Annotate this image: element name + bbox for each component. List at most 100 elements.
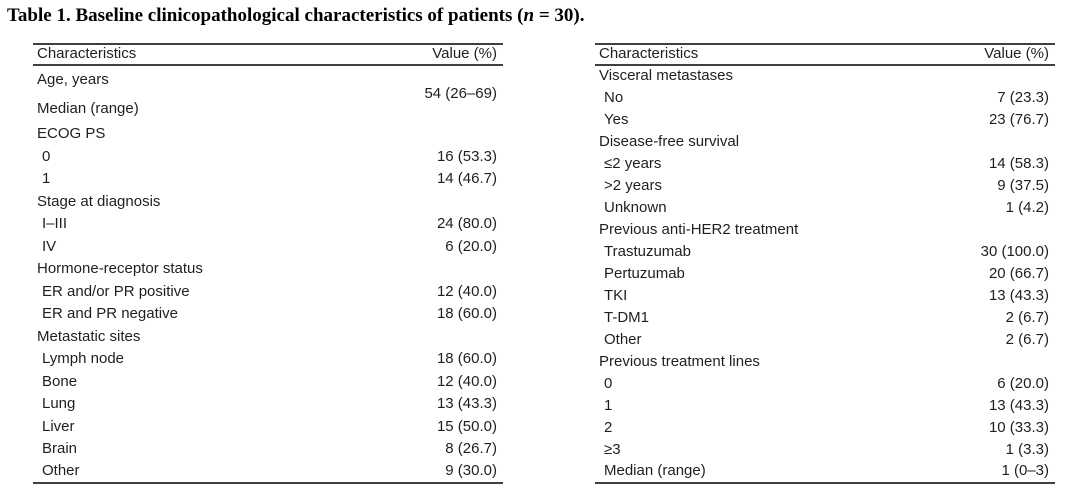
table-row: Median (range) <box>33 94 503 123</box>
row-label: Disease-free survival <box>599 132 740 150</box>
row-value: 1 (3.3) <box>1005 440 1049 458</box>
left-table-header: Characteristics Value (%) <box>33 44 503 66</box>
row-label: Stage at diagnosis <box>37 192 161 210</box>
row-label: Lymph node <box>42 350 125 368</box>
row-label: 0 <box>42 147 51 165</box>
table-row: 2 10 (33.3) <box>595 417 1055 439</box>
row-value: 18 (60.0) <box>436 305 497 323</box>
table-row: ER and/or PR positive 12 (40.0) <box>33 281 503 303</box>
row-value: 16 (53.3) <box>436 147 497 165</box>
row-label: ≤2 years <box>604 154 662 172</box>
tables-container: Characteristics Value (%) Age, years 54 … <box>33 43 1055 484</box>
row-value: 14 (58.3) <box>988 154 1049 172</box>
table-row: Median (range) 1 (0–3) <box>595 461 1055 483</box>
row-label: IV <box>42 237 57 255</box>
row-value: 9 (37.5) <box>997 176 1049 194</box>
table-row: 1 13 (43.3) <box>595 395 1055 417</box>
row-label: 0 <box>604 374 613 392</box>
header-row: Characteristics Value (%) <box>33 44 503 66</box>
row-label: Visceral metastases <box>599 67 733 85</box>
table-row: Lymph node 18 (60.0) <box>33 348 503 370</box>
table-row: ≤2 years 14 (58.3) <box>595 153 1055 175</box>
row-value: 13 (43.3) <box>988 396 1049 414</box>
row-label: ER and/or PR positive <box>42 282 190 300</box>
table-row: Stage at diagnosis <box>33 191 503 213</box>
row-label: Median (range) <box>37 99 139 117</box>
row-value: 24 (80.0) <box>436 215 497 233</box>
row-value <box>393 191 503 213</box>
header-row: Characteristics Value (%) <box>595 44 1055 66</box>
row-value: 2 (6.7) <box>1005 308 1049 326</box>
row-value <box>945 131 1055 153</box>
row-value: 9 (30.0) <box>445 461 497 479</box>
row-label: Other <box>604 330 642 348</box>
table-row: Lung 13 (43.3) <box>33 393 503 415</box>
row-value: 13 (43.3) <box>988 286 1049 304</box>
table-row: Pertuzumab 20 (66.7) <box>595 263 1055 285</box>
row-value <box>393 123 503 145</box>
row-label: >2 years <box>604 176 662 194</box>
table-row: Liver 15 (50.0) <box>33 416 503 438</box>
table-row: Yes 23 (76.7) <box>595 109 1055 131</box>
table-title-suffix: = 30). <box>534 5 585 26</box>
row-label: Metastatic sites <box>37 327 141 345</box>
table-row: Age, years 54 (26–69) <box>33 65 503 102</box>
table-row: No 7 (23.3) <box>595 87 1055 109</box>
row-value: 1 (0–3) <box>1001 462 1049 480</box>
row-label: I–III <box>42 215 68 233</box>
row-label: 1 <box>42 170 51 188</box>
row-value: 15 (50.0) <box>436 417 497 435</box>
row-value: 20 (66.7) <box>988 264 1049 282</box>
table-row: Brain 8 (26.7) <box>33 438 503 460</box>
row-value: 12 (40.0) <box>436 282 497 300</box>
row-label: Unknown <box>604 198 667 216</box>
row-value: 18 (60.0) <box>436 350 497 368</box>
row-value: 14 (46.7) <box>436 170 497 188</box>
table-row: ECOG PS <box>33 123 503 145</box>
table-row: 0 6 (20.0) <box>595 373 1055 395</box>
row-label: Lung <box>42 395 76 413</box>
row-value: 13 (43.3) <box>436 395 497 413</box>
row-value <box>945 219 1055 241</box>
right-table-body: Visceral metastases No 7 (23.3) Yes 23 (… <box>595 65 1055 483</box>
row-label: Pertuzumab <box>604 264 685 282</box>
row-label: T-DM1 <box>604 308 649 326</box>
table-row: 1 14 (46.7) <box>33 168 503 190</box>
row-value: 2 (6.7) <box>1005 330 1049 348</box>
row-label: Trastuzumab <box>604 242 691 260</box>
col-header-characteristics: Characteristics <box>595 44 945 66</box>
table-row: Disease-free survival <box>595 131 1055 153</box>
row-label: Brain <box>42 439 78 457</box>
row-label: Previous treatment lines <box>599 352 760 370</box>
table-row: Unknown 1 (4.2) <box>595 197 1055 219</box>
row-value <box>945 351 1055 373</box>
col-header-characteristics: Characteristics <box>33 44 393 66</box>
row-label: Median (range) <box>604 462 706 480</box>
row-label: Liver <box>42 417 75 435</box>
row-value <box>945 65 1055 87</box>
table-title-n: n <box>523 5 535 26</box>
table-row: Metastatic sites <box>33 326 503 348</box>
row-label: ≥3 <box>604 440 621 458</box>
table-row: 0 16 (53.3) <box>33 146 503 168</box>
table-title-text: Table 1. Baseline clinicopathological ch… <box>7 5 524 26</box>
row-value <box>393 326 503 348</box>
row-label: Hormone-receptor status <box>37 260 203 278</box>
row-value <box>393 258 503 280</box>
row-value: 23 (76.7) <box>988 110 1049 128</box>
row-label: No <box>604 88 624 106</box>
col-header-value: Value (%) <box>945 44 1055 66</box>
row-value: 6 (20.0) <box>445 237 497 255</box>
table-row: ≥3 1 (3.3) <box>595 439 1055 461</box>
row-value: 12 (40.0) <box>436 372 497 390</box>
table-row: Hormone-receptor status <box>33 258 503 280</box>
left-table-body: Age, years 54 (26–69) Median (range) ECO… <box>33 65 503 483</box>
row-label: 1 <box>604 396 613 414</box>
table-row: Trastuzumab 30 (100.0) <box>595 241 1055 263</box>
row-value: 10 (33.3) <box>988 418 1049 436</box>
row-label: 2 <box>604 418 613 436</box>
row-value: 30 (100.0) <box>980 242 1049 260</box>
row-label: Age, years <box>37 70 109 88</box>
table-row: Visceral metastases <box>595 65 1055 87</box>
